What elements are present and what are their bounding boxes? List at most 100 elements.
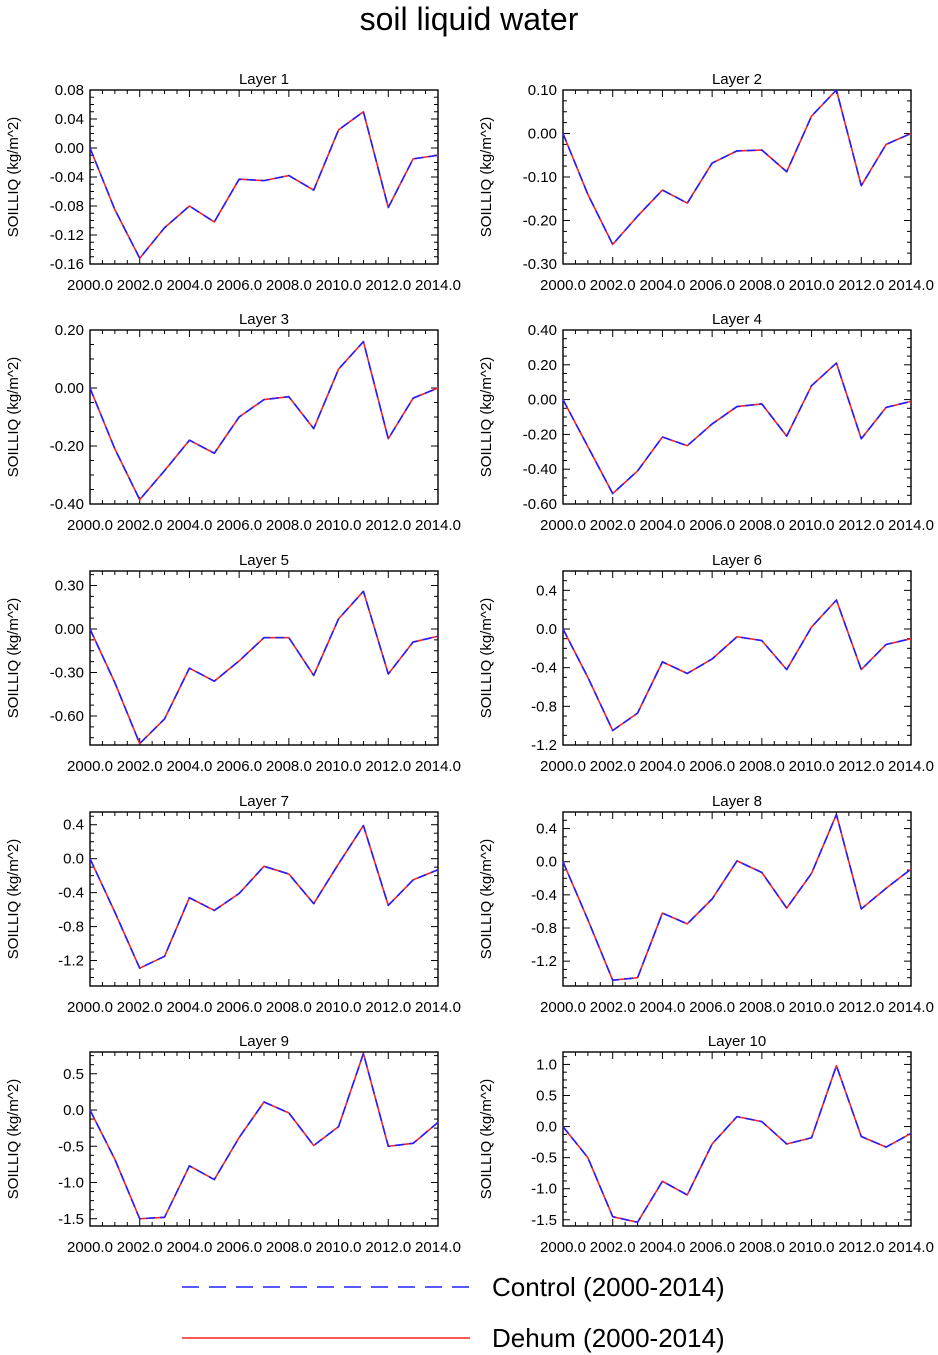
y-tick-label: -1.2 xyxy=(58,953,84,970)
x-tick-label: 2014.0 xyxy=(415,758,461,775)
series-line-dehum xyxy=(562,599,912,732)
x-tick-label: 2004.0 xyxy=(166,517,212,534)
y-axis-label: SOILLIQ (kg/m^2) xyxy=(5,117,22,237)
chart-title: Layer 5 xyxy=(239,552,289,569)
chart-panel-layer-1: Layer 1 SOILLIQ (kg/m^2) 2000.0 2002.0 2004.… xyxy=(5,71,461,294)
x-tick-label: 2004.0 xyxy=(166,277,212,294)
x-tick-label: 2008.0 xyxy=(266,277,312,294)
chart-title: Layer 9 xyxy=(239,1033,289,1050)
x-tick-label: 2006.0 xyxy=(216,277,262,294)
x-tick-label: 2006.0 xyxy=(216,999,262,1016)
y-tick-label: -0.60 xyxy=(50,708,84,725)
x-tick-label: 2010.0 xyxy=(316,758,362,775)
chart-panel-layer-5: Layer 5 SOILLIQ (kg/m^2) 2000.0 2002.0 2004.… xyxy=(5,552,461,775)
y-tick-label: 0.00 xyxy=(528,392,557,409)
x-tick-label: 2010.0 xyxy=(789,758,835,775)
y-tick-label: 0.5 xyxy=(63,1066,84,1083)
x-tick-label: 2004.0 xyxy=(639,999,685,1016)
x-tick-label: 2006.0 xyxy=(216,1239,262,1256)
legend-label-control: Control (2000-2014) xyxy=(492,1272,725,1302)
y-axis-label: SOILLIQ (kg/m^2) xyxy=(5,1079,22,1199)
y-tick-label: -0.8 xyxy=(58,919,84,936)
series-line-dehum xyxy=(562,1064,912,1224)
chart-panel-layer-6: Layer 6 SOILLIQ (kg/m^2) 2000.0 2002.0 2004.… xyxy=(478,552,934,775)
x-tick-label: 2008.0 xyxy=(266,999,312,1016)
y-tick-label: 0.40 xyxy=(528,322,557,339)
x-tick-label: 2008.0 xyxy=(739,999,785,1016)
chart-panel-layer-10: Layer 10 SOILLIQ (kg/m^2) 2000.0 2002.0 2004… xyxy=(478,1033,934,1256)
x-tick-label: 2014.0 xyxy=(415,999,461,1016)
x-tick-label: 2014.0 xyxy=(888,758,934,775)
x-tick-label: 2008.0 xyxy=(739,277,785,294)
x-tick-label: 2002.0 xyxy=(117,758,163,775)
plot-frame xyxy=(562,570,912,746)
y-tick-label: 0.0 xyxy=(63,1102,84,1119)
y-axis-label: SOILLIQ (kg/m^2) xyxy=(5,598,22,718)
y-tick-label: -0.8 xyxy=(531,698,557,715)
y-axis-label: SOILLIQ (kg/m^2) xyxy=(478,598,495,718)
y-tick-label: -0.16 xyxy=(50,256,84,273)
x-tick-label: 2002.0 xyxy=(590,517,636,534)
y-tick-label: -0.4 xyxy=(531,660,557,677)
y-tick-label: -0.20 xyxy=(523,426,557,443)
y-tick-label: -0.08 xyxy=(50,198,84,215)
x-tick-label: 2000.0 xyxy=(540,1239,586,1256)
series-line-dehum xyxy=(562,362,912,495)
x-tick-label: 2010.0 xyxy=(316,517,362,534)
x-tick-label: 2002.0 xyxy=(117,277,163,294)
x-tick-label: 2006.0 xyxy=(216,758,262,775)
y-tick-label: -0.4 xyxy=(58,885,84,902)
series-line-dehum xyxy=(562,89,912,246)
x-tick-label: 2002.0 xyxy=(117,1239,163,1256)
x-tick-label: 2012.0 xyxy=(838,999,884,1016)
y-tick-label: -0.40 xyxy=(523,461,557,478)
x-tick-label: 2004.0 xyxy=(639,277,685,294)
y-tick-label: -0.40 xyxy=(50,496,84,513)
y-tick-label: -0.20 xyxy=(50,438,84,455)
y-tick-label: 0.4 xyxy=(63,817,84,834)
y-axis-label: SOILLIQ (kg/m^2) xyxy=(478,117,495,237)
x-tick-label: 2014.0 xyxy=(415,277,461,294)
x-tick-label: 2000.0 xyxy=(67,1239,113,1256)
series-line-dehum xyxy=(89,340,439,501)
chart-title: Layer 6 xyxy=(712,552,762,569)
y-axis-label: SOILLIQ (kg/m^2) xyxy=(478,357,495,477)
x-tick-label: 2012.0 xyxy=(838,517,884,534)
x-tick-label: 2004.0 xyxy=(639,517,685,534)
series-line-dehum xyxy=(89,110,439,260)
y-tick-label: -0.5 xyxy=(531,1150,557,1167)
series-line-control xyxy=(89,824,439,969)
y-tick-label: -0.8 xyxy=(531,920,557,937)
x-tick-label: 2006.0 xyxy=(216,517,262,534)
plot-frame xyxy=(562,811,912,987)
series-line-control xyxy=(562,89,912,246)
x-tick-label: 2006.0 xyxy=(689,758,735,775)
y-tick-label: -1.2 xyxy=(531,737,557,754)
y-axis-label: SOILLIQ (kg/m^2) xyxy=(5,357,22,477)
chart-panel-layer-4: Layer 4 SOILLIQ (kg/m^2) 2000.0 2002.0 2004.… xyxy=(478,311,934,534)
series-line-control xyxy=(562,813,912,982)
series-line-control xyxy=(89,590,439,745)
chart-panel-layer-8: Layer 8 SOILLIQ (kg/m^2) 2000.0 2002.0 2004.… xyxy=(478,793,934,1016)
x-tick-label: 2010.0 xyxy=(789,517,835,534)
plot-frame xyxy=(89,570,439,746)
x-tick-label: 2004.0 xyxy=(166,999,212,1016)
x-tick-label: 2008.0 xyxy=(739,517,785,534)
y-tick-label: 0.5 xyxy=(536,1088,557,1105)
x-tick-label: 2000.0 xyxy=(540,999,586,1016)
x-tick-label: 2000.0 xyxy=(67,277,113,294)
plot-frame xyxy=(562,329,912,505)
y-axis-label: SOILLIQ (kg/m^2) xyxy=(478,839,495,959)
y-tick-label: -1.0 xyxy=(531,1181,557,1198)
y-tick-label: 0.08 xyxy=(55,82,84,99)
series-line-dehum xyxy=(89,590,439,745)
x-tick-label: 2000.0 xyxy=(540,517,586,534)
x-tick-label: 2012.0 xyxy=(365,999,411,1016)
y-tick-label: 0.4 xyxy=(536,582,557,599)
x-tick-label: 2008.0 xyxy=(266,758,312,775)
page-title: soil liquid water xyxy=(360,1,579,37)
x-tick-label: 2002.0 xyxy=(590,1239,636,1256)
chart-title: Layer 4 xyxy=(712,311,762,328)
